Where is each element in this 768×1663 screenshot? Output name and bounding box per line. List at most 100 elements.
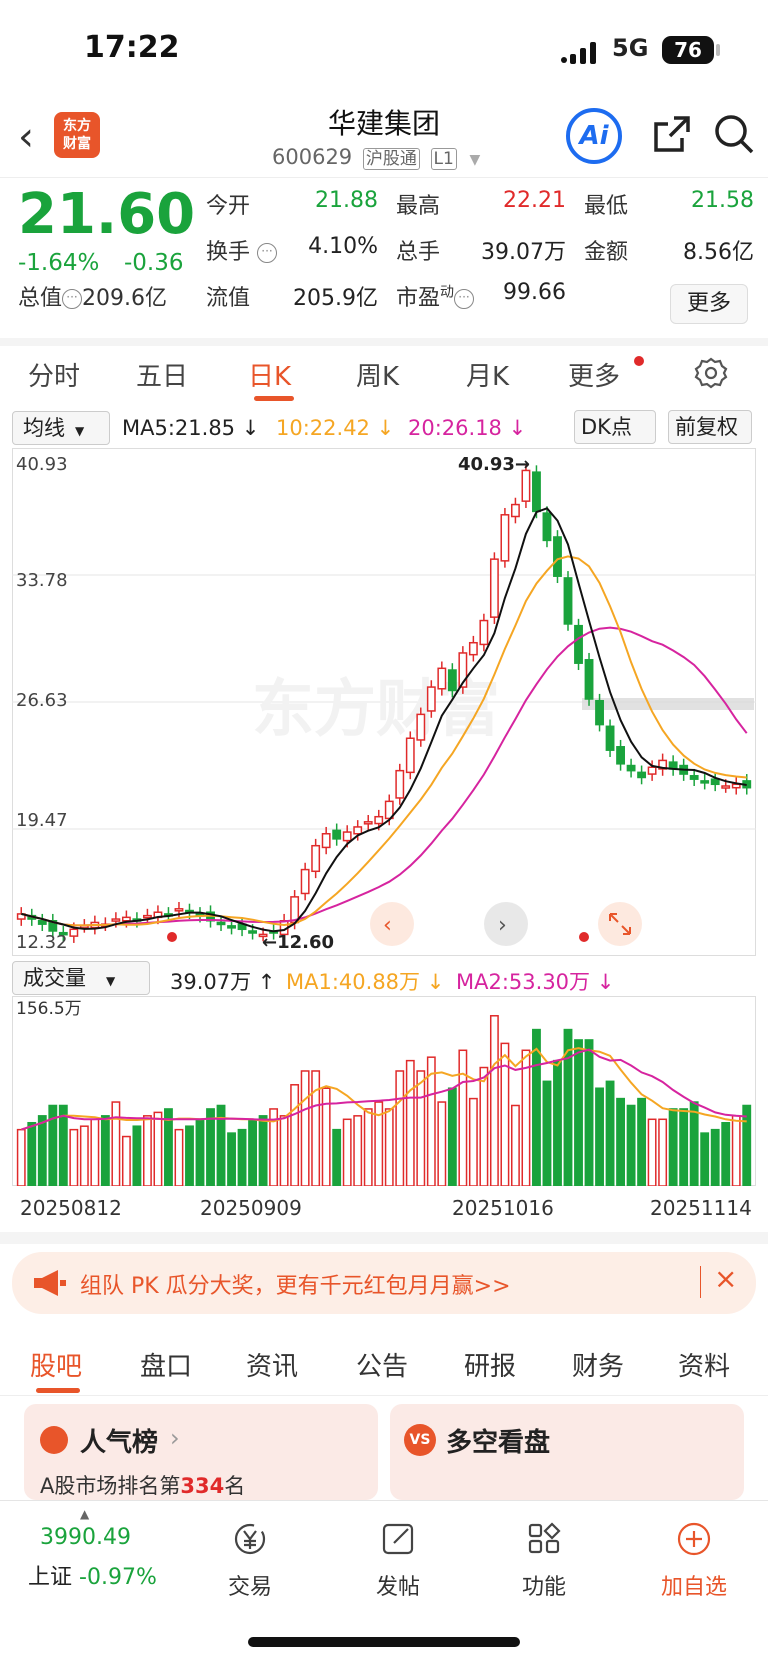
tab-research[interactable]: 研报 xyxy=(464,1352,517,1382)
nav-functions[interactable]: 功能 xyxy=(484,1521,604,1601)
float-label: 流值 xyxy=(206,286,251,311)
nav-post[interactable]: 发帖 xyxy=(338,1521,458,1601)
chart-tabs: 分时 五日 日K 周K 月K 更多 xyxy=(0,346,768,406)
chevron-right-icon: › xyxy=(498,913,507,938)
indicator-select[interactable]: 均线 ▼ xyxy=(12,411,110,445)
volume-label: 总手 xyxy=(396,240,441,265)
adjust-button[interactable]: 前复权 xyxy=(668,410,752,444)
banner-text: 组队 PK 瓜分大奖，更有千元红包月月赢>> xyxy=(80,1274,511,1299)
bull-bear-card[interactable]: VS 多空看盘 xyxy=(390,1404,744,1500)
candle-body xyxy=(37,920,47,925)
popularity-card[interactable]: 人气榜 › A股市场排名第334名 xyxy=(24,1404,378,1500)
volume-chart[interactable]: 156.5万 xyxy=(12,996,756,1186)
tab-news[interactable]: 资讯 xyxy=(246,1352,299,1382)
volume-bar xyxy=(658,1118,668,1186)
candle-body xyxy=(374,815,384,825)
volume-bar xyxy=(248,1118,258,1186)
network-type: 5G xyxy=(612,34,649,62)
date-tick-4: 20251114 xyxy=(650,1196,752,1220)
candle-body xyxy=(500,514,510,562)
close-icon[interactable]: × xyxy=(714,1262,738,1295)
tab-forum[interactable]: 股吧 xyxy=(30,1352,83,1382)
volume-bar xyxy=(542,1080,552,1186)
tab-monthly-k[interactable]: 月K xyxy=(466,362,510,392)
tab-five-day[interactable]: 五日 xyxy=(136,362,189,392)
volume-bar xyxy=(153,1111,163,1186)
dk-point-button[interactable]: DK点 xyxy=(574,410,656,444)
candle-body xyxy=(595,699,604,726)
volume-bar xyxy=(311,1070,321,1186)
volume-bar xyxy=(279,1115,289,1186)
volume-bar xyxy=(79,1125,89,1186)
volume-bar xyxy=(458,1049,468,1186)
volume-bar xyxy=(574,1039,583,1186)
back-icon[interactable]: ‹ xyxy=(18,114,34,160)
volume-bar xyxy=(300,1070,310,1186)
next-button[interactable] xyxy=(484,902,528,946)
kline-chart[interactable]: 东方财富 40.93 33.78 26.63 19.47 12.32 40.93… xyxy=(12,448,756,956)
stock-code-row[interactable]: 600629 沪股通 L1 ▼ xyxy=(272,144,480,170)
promo-banner[interactable]: 组队 PK 瓜分大奖，更有千元红包月月赢>> × xyxy=(12,1252,756,1314)
edit-icon xyxy=(382,1523,414,1555)
megaphone-icon xyxy=(34,1270,66,1296)
candle-body xyxy=(626,764,636,772)
candle-body xyxy=(710,778,720,786)
prev-button[interactable] xyxy=(370,902,414,946)
candle-body xyxy=(553,536,562,577)
volume-bar xyxy=(637,1097,647,1186)
share-icon[interactable] xyxy=(650,112,694,156)
mktcap-label: 总值 ··· 209.6亿 xyxy=(18,280,167,312)
candle-body xyxy=(700,780,710,784)
plus-circle-icon xyxy=(677,1522,711,1556)
more-button[interactable]: 更多 xyxy=(670,284,748,324)
index-value[interactable]: 3990.49 xyxy=(40,1525,131,1550)
candle-body xyxy=(510,503,520,518)
volume-select-label: 成交量 xyxy=(23,966,86,990)
candle-body xyxy=(637,771,647,779)
volume-bar xyxy=(164,1108,173,1186)
gear-icon[interactable] xyxy=(694,356,728,390)
high-value: 22.21 xyxy=(503,188,566,213)
resistance-band xyxy=(582,698,754,710)
tab-more[interactable]: 更多 xyxy=(568,362,621,392)
y-tick-max: 40.93 xyxy=(16,454,68,475)
tab-profile[interactable]: 资料 xyxy=(678,1352,731,1382)
candle-body xyxy=(48,920,58,932)
volume-select[interactable]: 成交量 ▼ xyxy=(12,961,150,995)
volume-bar xyxy=(363,1108,373,1186)
active-tab-indicator xyxy=(254,396,294,401)
nav-trade[interactable]: 交易 xyxy=(190,1521,310,1601)
tab-weekly-k[interactable]: 周K xyxy=(356,362,400,392)
info-tabs: 股吧 盘口 资讯 公告 研报 财务 资料 xyxy=(0,1336,768,1396)
candle-body xyxy=(111,918,121,922)
volume-bar xyxy=(731,1115,741,1186)
yen-icon xyxy=(234,1523,266,1555)
search-icon[interactable] xyxy=(712,112,756,156)
tab-intraday[interactable]: 分时 xyxy=(28,362,81,392)
y-tick-min: 12.32 xyxy=(16,932,68,953)
nav-add-watchlist[interactable]: 加自选 xyxy=(634,1521,754,1601)
tab-orderbook[interactable]: 盘口 xyxy=(140,1352,193,1382)
ai-button[interactable]: Ai xyxy=(566,108,622,164)
candle-body xyxy=(479,619,489,646)
banner-separator xyxy=(700,1266,701,1298)
chevron-left-icon: ‹ xyxy=(383,913,392,938)
volume-bars-group xyxy=(16,1015,752,1186)
candle-body xyxy=(658,759,668,770)
index-row[interactable]: 上证 -0.97% xyxy=(28,1559,157,1591)
signal-icon xyxy=(561,42,596,64)
tab-announcements[interactable]: 公告 xyxy=(356,1352,409,1382)
candle-body xyxy=(426,686,436,712)
tab-finance[interactable]: 财务 xyxy=(572,1352,625,1382)
chart-badge-icon xyxy=(40,1426,68,1454)
expand-button[interactable] xyxy=(598,902,642,946)
signal-dot xyxy=(579,932,589,942)
info-icon[interactable]: ··· xyxy=(454,289,475,309)
info-icon[interactable]: ··· xyxy=(62,289,83,309)
volume-bar xyxy=(405,1059,415,1186)
info-icon[interactable]: ··· xyxy=(257,243,278,263)
ma20-line xyxy=(21,626,748,927)
tab-daily-k[interactable]: 日K xyxy=(248,362,292,392)
nav-trade-label: 交易 xyxy=(227,1575,272,1600)
rank-suffix: 名 xyxy=(224,1474,246,1498)
